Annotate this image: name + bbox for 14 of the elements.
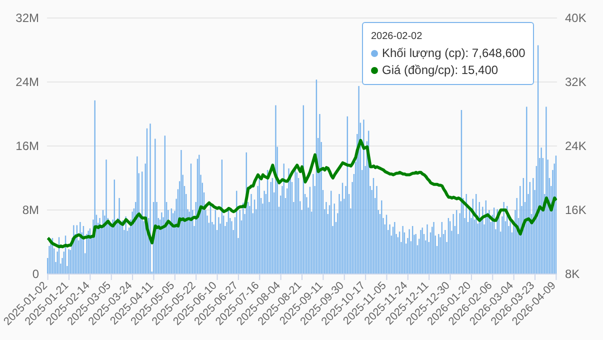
y-tick-label: 32M	[16, 11, 40, 25]
y-tick-label: 8M	[22, 203, 39, 217]
annotation: Giá (đồng/cp): 15,400	[382, 62, 498, 79]
annotation: 2026-02-02	[371, 30, 424, 44]
y2-tick-label: 40K	[565, 11, 586, 25]
y-tick-label: 0	[32, 267, 40, 281]
y-tick-label: 24M	[16, 75, 40, 89]
annotation: Khối lượng (cp): 7,648,600	[382, 45, 526, 62]
y2-tick-label: 24K	[565, 139, 586, 153]
y-tick-label: 16M	[16, 139, 40, 153]
y2-tick-label: 32K	[565, 75, 586, 89]
y2-tick-label: 16K	[565, 203, 586, 217]
line-series	[47, 138, 557, 248]
y2-tick-label: 8K	[565, 267, 580, 281]
